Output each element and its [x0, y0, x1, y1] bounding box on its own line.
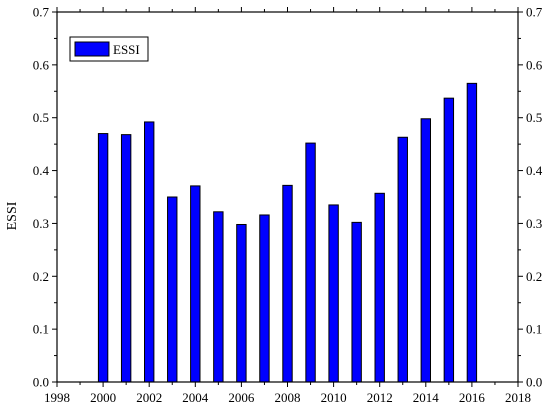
y-tick-label-right-0.0: 0.0 — [526, 375, 542, 390]
y-tick-label-right-0.2: 0.2 — [526, 269, 542, 284]
bar-2007 — [259, 214, 270, 383]
y-tick-label-left-0.7: 0.7 — [33, 5, 50, 20]
y-tick-label-right-0.5: 0.5 — [526, 110, 542, 125]
bar-2000 — [97, 133, 109, 383]
bar-2010 — [328, 204, 339, 383]
x-tick-label-2014: 2014 — [413, 390, 440, 405]
bar-2003 — [167, 196, 178, 383]
x-tick-label-2010: 2010 — [321, 390, 347, 405]
y-tick-label-left-0.4: 0.4 — [33, 163, 50, 178]
x-tick-label-2004: 2004 — [182, 390, 209, 405]
x-tick-label-2002: 2002 — [136, 390, 162, 405]
x-tick-label-1998: 1998 — [44, 390, 70, 405]
y-axis-title: ESSI — [5, 201, 20, 230]
bar-2008 — [282, 184, 293, 383]
bar-2014 — [420, 118, 432, 383]
y-tick-label-left-0.3: 0.3 — [33, 216, 49, 231]
x-tick-label-2008: 2008 — [275, 390, 301, 405]
y-tick-label-right-0.7: 0.7 — [526, 5, 543, 20]
bar-2004 — [190, 185, 201, 383]
ticks-layer: 1998 2000 2002 2004 2006 2008 2010 2012 2014 2016… — [33, 5, 543, 406]
y-tick-label-left-0.1: 0.1 — [33, 322, 49, 337]
bar-2002 — [144, 121, 155, 383]
x-tick-label-2018: 2018 — [505, 390, 531, 405]
bar-2015 — [443, 97, 455, 383]
bar-2011 — [351, 221, 362, 383]
bar-2016 — [466, 82, 478, 383]
bar-2006 — [236, 223, 247, 383]
legend-label-essi: ESSI — [113, 42, 140, 57]
legend: ESSI — [69, 36, 149, 62]
y-tick-label-left-0.2: 0.2 — [33, 269, 49, 284]
y-tick-label-right-0.4: 0.4 — [526, 163, 543, 178]
y-tick-label-left-0.0: 0.0 — [33, 375, 49, 390]
bar-2013 — [397, 136, 408, 383]
bars-layer — [97, 82, 478, 383]
bar-2005 — [213, 211, 224, 383]
bar-2012 — [374, 192, 385, 383]
legend-swatch — [74, 41, 110, 57]
y-tick-label-left-0.6: 0.6 — [33, 57, 50, 72]
y-tick-label-left-0.5: 0.5 — [33, 110, 49, 125]
y-tick-label-right-0.6: 0.6 — [526, 57, 543, 72]
x-tick-label-2000: 2000 — [90, 390, 116, 405]
y-tick-label-right-0.1: 0.1 — [526, 322, 542, 337]
bar-2001 — [120, 134, 132, 383]
bar-2009 — [305, 142, 316, 383]
x-tick-label-2016: 2016 — [459, 390, 486, 405]
x-tick-label-2012: 2012 — [367, 390, 393, 405]
y-tick-label-right-0.3: 0.3 — [526, 216, 542, 231]
x-tick-label-2006: 2006 — [228, 390, 255, 405]
